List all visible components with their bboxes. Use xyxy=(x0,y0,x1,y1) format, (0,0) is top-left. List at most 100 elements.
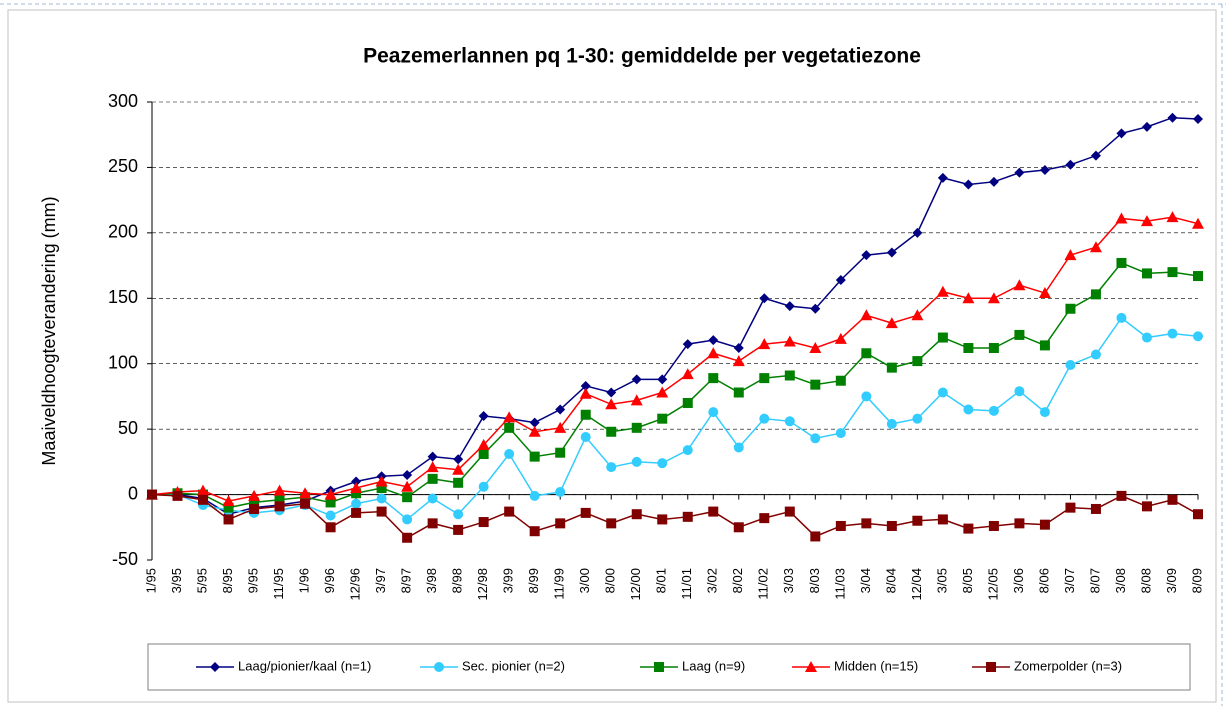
x-tick-label: 11/01 xyxy=(679,568,694,600)
data-point xyxy=(606,462,617,473)
data-point xyxy=(197,484,210,496)
data-point xyxy=(1141,121,1152,132)
data-point xyxy=(988,405,999,416)
data-point xyxy=(1039,340,1050,351)
x-tick-label: 11/95 xyxy=(271,568,286,600)
legend-label: Laag (n=9) xyxy=(682,658,745,673)
y-tick-label: 50 xyxy=(118,418,138,438)
x-tick-label: 1/96 xyxy=(297,568,312,593)
data-point xyxy=(1193,331,1203,342)
data-point xyxy=(1065,159,1076,170)
data-point xyxy=(861,391,872,402)
data-point xyxy=(580,409,591,420)
x-tick-label: 8/95 xyxy=(220,568,235,593)
data-point xyxy=(733,387,744,398)
data-point xyxy=(783,335,796,347)
data-point xyxy=(1167,328,1178,339)
data-point xyxy=(376,506,387,517)
data-point xyxy=(963,179,974,190)
data-point xyxy=(452,463,465,475)
data-point xyxy=(427,493,438,504)
x-tick-label: 8/97 xyxy=(399,568,414,593)
data-point xyxy=(810,303,821,314)
legend-label: Sec. pionier (n=2) xyxy=(462,658,565,673)
y-tick-label: 300 xyxy=(108,91,138,111)
data-point xyxy=(759,413,770,424)
data-point xyxy=(1014,518,1025,529)
data-point xyxy=(682,397,693,408)
data-point xyxy=(427,473,438,484)
data-point xyxy=(1064,249,1077,261)
data-point xyxy=(911,309,924,321)
legend-label: Zomerpolder (n=3) xyxy=(1014,658,1122,673)
data-point xyxy=(375,475,388,487)
data-point xyxy=(963,343,974,354)
data-point xyxy=(1141,332,1152,343)
data-point xyxy=(886,247,897,258)
data-point xyxy=(1014,386,1025,397)
data-point xyxy=(426,461,439,473)
data-point xyxy=(1039,519,1050,530)
data-point xyxy=(937,514,948,525)
data-point xyxy=(759,373,770,384)
data-point xyxy=(733,522,744,533)
data-point xyxy=(630,394,643,406)
data-point xyxy=(478,449,489,460)
data-point xyxy=(1192,217,1204,229)
data-point xyxy=(606,387,617,398)
data-point xyxy=(886,418,897,429)
x-tick-label: 3/98 xyxy=(424,568,439,593)
x-tick-label: 8/08 xyxy=(1138,568,1153,593)
x-tick-label: 3/04 xyxy=(858,568,873,593)
data-point xyxy=(1140,215,1153,227)
data-point xyxy=(248,489,261,501)
x-tick-label: 8/03 xyxy=(807,568,822,593)
data-point xyxy=(759,513,770,524)
data-point xyxy=(937,172,948,183)
x-tick-label: 8/09 xyxy=(1189,568,1204,593)
data-point xyxy=(1167,494,1178,505)
data-point xyxy=(657,374,668,385)
data-point xyxy=(861,250,872,261)
x-tick-label: 11/02 xyxy=(756,568,771,600)
data-point xyxy=(478,517,489,528)
data-point xyxy=(325,522,336,533)
x-tick-label: 12/00 xyxy=(628,568,643,601)
data-point xyxy=(350,482,363,494)
data-point xyxy=(886,520,897,531)
data-point xyxy=(708,373,719,384)
data-point xyxy=(834,332,847,344)
data-point xyxy=(810,379,821,390)
data-point xyxy=(351,488,362,499)
data-point xyxy=(886,362,897,373)
data-point xyxy=(708,506,719,517)
data-point xyxy=(835,274,846,285)
data-point xyxy=(631,374,642,385)
x-tick-label: 12/98 xyxy=(475,568,490,601)
data-point xyxy=(912,356,923,367)
data-point xyxy=(300,498,311,509)
x-tick-label: 3/00 xyxy=(577,568,592,593)
data-point xyxy=(249,503,260,514)
data-point xyxy=(299,487,312,499)
data-point xyxy=(861,348,872,359)
data-point xyxy=(631,456,642,467)
x-tick-label: 12/96 xyxy=(348,568,363,601)
data-point xyxy=(937,387,948,398)
x-tick-label: 3/09 xyxy=(1164,568,1179,593)
data-point xyxy=(1193,114,1203,125)
data-point xyxy=(580,507,591,518)
data-point xyxy=(1039,165,1050,176)
data-point xyxy=(555,518,566,529)
x-tick-label: 12/04 xyxy=(909,568,924,601)
x-tick-label: 12/05 xyxy=(985,568,1000,601)
data-point xyxy=(273,484,286,496)
data-point xyxy=(580,380,591,391)
data-point xyxy=(376,493,387,504)
data-point xyxy=(631,422,642,433)
x-tick-label: 8/01 xyxy=(654,568,669,593)
data-point xyxy=(988,520,999,531)
data-point xyxy=(835,375,846,386)
data-point xyxy=(708,407,719,418)
